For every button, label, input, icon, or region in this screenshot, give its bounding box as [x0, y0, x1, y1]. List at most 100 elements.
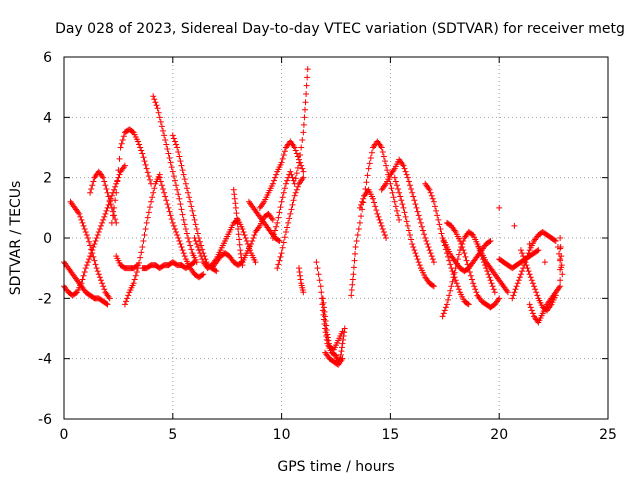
- data-point: [406, 182, 413, 189]
- data-point: [381, 158, 388, 165]
- data-point: [524, 265, 531, 272]
- data-point: [448, 283, 455, 290]
- data-point: [132, 272, 139, 279]
- data-point: [301, 114, 308, 121]
- data-point: [272, 227, 279, 234]
- data-point: [404, 174, 411, 181]
- data-point: [78, 280, 85, 287]
- data-point: [273, 171, 280, 178]
- data-point: [529, 280, 536, 287]
- data-point: [467, 272, 474, 279]
- data-point: [325, 340, 332, 347]
- data-point: [446, 257, 453, 264]
- data-point: [422, 235, 429, 241]
- data-point: [241, 231, 248, 238]
- data-point: [434, 212, 441, 219]
- data-point: [447, 287, 454, 294]
- data-point: [526, 271, 533, 278]
- data-point: [528, 307, 535, 314]
- data-point: [455, 251, 462, 258]
- data-point: [366, 160, 373, 167]
- data-point: [396, 216, 403, 223]
- data-point: [161, 132, 168, 139]
- data-point: [378, 144, 385, 151]
- data-point: [440, 310, 447, 317]
- data-point: [292, 175, 299, 182]
- data-point: [516, 274, 523, 281]
- data-point: [183, 185, 190, 192]
- data-point: [369, 195, 376, 202]
- data-point: [139, 244, 146, 251]
- data-point: [89, 182, 96, 189]
- data-point: [150, 93, 157, 100]
- data-point: [95, 228, 102, 235]
- data-point: [94, 268, 101, 275]
- data-point: [453, 260, 460, 267]
- data-point: [376, 216, 383, 223]
- data-point: [140, 238, 147, 245]
- data-point: [275, 237, 282, 244]
- data-point: [236, 241, 243, 248]
- data-point: [427, 189, 434, 196]
- data-point: [157, 118, 164, 125]
- data-point: [388, 185, 395, 192]
- data-point: [87, 253, 94, 260]
- data-point: [290, 197, 297, 204]
- data-point: [355, 225, 362, 232]
- data-point: [101, 213, 108, 220]
- data-point: [106, 197, 113, 204]
- data-point: [79, 276, 86, 283]
- data-point: [113, 189, 120, 196]
- data-point: [140, 154, 147, 161]
- data-point: [453, 280, 460, 287]
- data-point: [112, 197, 119, 204]
- data-point: [170, 222, 177, 229]
- data-point: [300, 168, 307, 175]
- data-point: [101, 286, 108, 293]
- data-point: [411, 197, 418, 204]
- data-point: [358, 201, 365, 208]
- data-point: [195, 247, 202, 254]
- data-point: [187, 242, 194, 249]
- data-point: [81, 225, 88, 232]
- data-point: [177, 241, 184, 248]
- data-point: [170, 173, 177, 180]
- data-point: [488, 280, 495, 287]
- data-point: [288, 171, 295, 178]
- y-tick-label: -6: [38, 412, 52, 428]
- data-point: [339, 340, 346, 347]
- data-point: [136, 141, 143, 148]
- data-point: [90, 178, 97, 185]
- data-point: [235, 231, 242, 238]
- data-point: [337, 351, 344, 358]
- data-point: [401, 209, 408, 216]
- data-point: [293, 186, 300, 193]
- data-point: [233, 215, 240, 222]
- data-point: [153, 102, 160, 109]
- data-point: [558, 264, 565, 271]
- data-point: [349, 276, 356, 283]
- data-point: [300, 289, 307, 296]
- data-point: [174, 186, 181, 193]
- data-point: [383, 162, 390, 169]
- data-point: [142, 161, 149, 168]
- data-point: [168, 164, 175, 171]
- data-point: [359, 198, 366, 205]
- data-point: [112, 183, 119, 190]
- data-point: [452, 277, 459, 284]
- data-point: [424, 241, 431, 248]
- data-point: [103, 185, 110, 192]
- data-point: [452, 265, 459, 272]
- data-point: [411, 247, 418, 254]
- data-point: [534, 292, 541, 299]
- data-point: [99, 219, 106, 226]
- data-point: [446, 292, 453, 299]
- data-point: [485, 271, 492, 278]
- data-point: [416, 216, 423, 223]
- data-point: [534, 247, 541, 254]
- data-point: [240, 228, 247, 235]
- data-point: [551, 237, 558, 244]
- data-point: [82, 265, 89, 272]
- data-point: [360, 195, 367, 202]
- data-point: [559, 271, 566, 278]
